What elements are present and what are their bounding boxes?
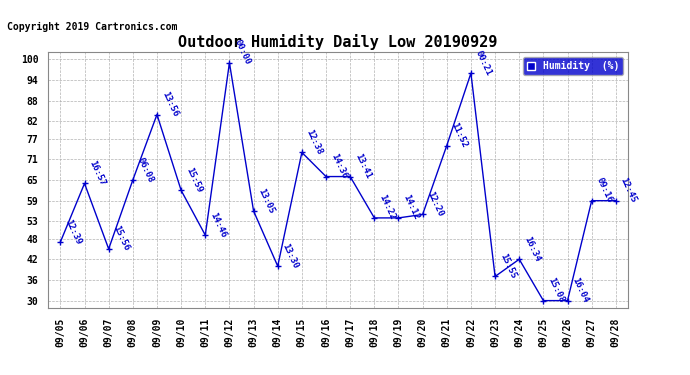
Legend: Humidity  (%): Humidity (%) (523, 57, 623, 75)
Text: 09:16: 09:16 (595, 176, 614, 204)
Text: 14:36: 14:36 (329, 152, 348, 180)
Text: 16:57: 16:57 (88, 159, 107, 187)
Text: 13:56: 13:56 (160, 90, 179, 118)
Text: 12:39: 12:39 (63, 217, 83, 246)
Text: 14:12: 14:12 (402, 194, 421, 222)
Text: 15:56: 15:56 (112, 225, 131, 253)
Text: 16:04: 16:04 (571, 276, 590, 304)
Text: 12:45: 12:45 (619, 176, 638, 204)
Text: 15:08: 15:08 (546, 276, 566, 304)
Text: 11:52: 11:52 (450, 121, 469, 149)
Text: 06:08: 06:08 (136, 156, 155, 184)
Text: 13:30: 13:30 (281, 242, 300, 270)
Text: 14:22: 14:22 (377, 194, 397, 222)
Text: 16:34: 16:34 (522, 235, 542, 263)
Text: 15:59: 15:59 (184, 166, 204, 194)
Text: 14:46: 14:46 (208, 211, 228, 239)
Text: 00:21: 00:21 (474, 49, 493, 77)
Text: 12:38: 12:38 (305, 128, 324, 156)
Text: 13:05: 13:05 (257, 187, 276, 215)
Text: 12:20: 12:20 (426, 190, 445, 218)
Text: 15:55: 15:55 (498, 252, 518, 280)
Text: Copyright 2019 Cartronics.com: Copyright 2019 Cartronics.com (7, 22, 177, 32)
Text: 13:41: 13:41 (353, 152, 373, 180)
Title: Outdoor Humidity Daily Low 20190929: Outdoor Humidity Daily Low 20190929 (179, 34, 497, 50)
Text: 00:00: 00:00 (233, 38, 252, 66)
